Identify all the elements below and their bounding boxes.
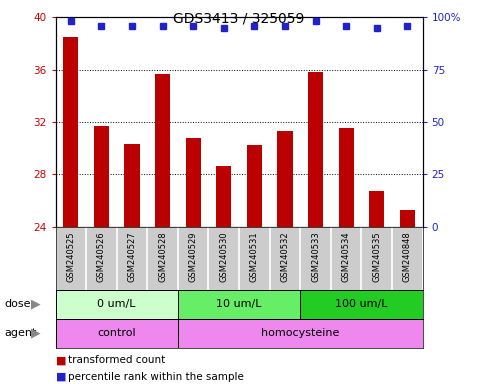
Bar — [339, 129, 354, 227]
Bar — [369, 191, 384, 227]
Bar — [216, 166, 231, 227]
Bar — [185, 137, 201, 227]
Text: GSM240525: GSM240525 — [66, 232, 75, 282]
Bar — [178, 319, 423, 348]
Text: GSM240534: GSM240534 — [341, 232, 351, 282]
Bar — [56, 319, 178, 348]
Bar — [94, 126, 109, 227]
Text: GSM240526: GSM240526 — [97, 232, 106, 282]
Bar — [63, 37, 78, 227]
Text: GSM240533: GSM240533 — [311, 232, 320, 282]
Text: 100 um/L: 100 um/L — [335, 299, 388, 310]
Text: 0 um/L: 0 um/L — [98, 299, 136, 310]
Bar — [308, 72, 323, 227]
Text: 10 um/L: 10 um/L — [216, 299, 262, 310]
Bar — [125, 144, 140, 227]
Text: GSM240535: GSM240535 — [372, 232, 381, 282]
Text: GSM240530: GSM240530 — [219, 232, 228, 282]
Bar — [56, 290, 178, 319]
Text: GSM240528: GSM240528 — [158, 232, 167, 282]
Text: homocysteine: homocysteine — [261, 328, 340, 338]
Text: GSM240848: GSM240848 — [403, 232, 412, 282]
Text: transformed count: transformed count — [68, 355, 165, 365]
Bar — [277, 131, 293, 227]
Text: agent: agent — [5, 328, 37, 338]
Text: GSM240527: GSM240527 — [128, 232, 137, 282]
Text: ▶: ▶ — [31, 327, 41, 339]
Text: GSM240529: GSM240529 — [189, 232, 198, 282]
Bar — [247, 146, 262, 227]
Bar — [178, 290, 300, 319]
Text: percentile rank within the sample: percentile rank within the sample — [68, 372, 243, 382]
Text: dose: dose — [5, 299, 31, 310]
Text: ■: ■ — [56, 372, 66, 382]
Bar — [400, 210, 415, 227]
Text: GSM240531: GSM240531 — [250, 232, 259, 282]
Bar — [300, 290, 423, 319]
Text: control: control — [98, 328, 136, 338]
Text: GSM240532: GSM240532 — [281, 232, 289, 282]
Text: ■: ■ — [56, 355, 66, 365]
Text: ▶: ▶ — [31, 298, 41, 311]
Bar — [155, 73, 170, 227]
Text: GDS3413 / 325059: GDS3413 / 325059 — [173, 12, 305, 25]
